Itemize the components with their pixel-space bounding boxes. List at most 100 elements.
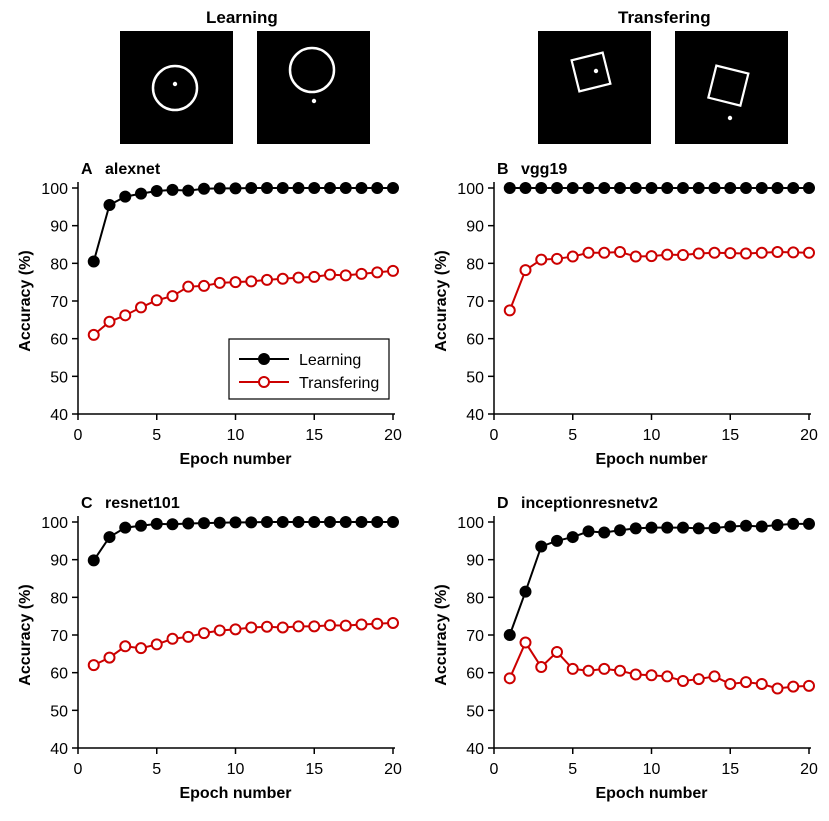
panel-b-learning-point	[566, 182, 579, 194]
panel-b-transfering-point	[582, 246, 595, 259]
panel-a-learning-point	[292, 182, 305, 194]
panel-d-transfering-point	[598, 662, 611, 675]
panel-b-transfering-point	[740, 247, 752, 260]
panel-d-transfering-point	[740, 676, 752, 689]
panel-d-transfering-point	[566, 662, 579, 675]
panel-c-letter: C	[81, 495, 93, 512]
panel-a-learning-point	[103, 198, 116, 211]
panel-b-x-tick-label: 5	[568, 427, 577, 444]
panel-a-learning-point	[308, 182, 321, 194]
panel-a-learning-point	[371, 182, 384, 194]
panel-c-transfering-point	[308, 620, 321, 633]
panel-a-learning-point	[245, 182, 258, 194]
panel-c-learning-point	[261, 516, 273, 528]
panel-c-y-tick-label: 80	[50, 590, 68, 607]
panel-b-learning-point	[708, 182, 721, 194]
panel-b-y-tick-label: 80	[466, 256, 484, 273]
panel-c-transfering-point	[135, 642, 147, 655]
panel-b-learning-point	[787, 182, 800, 194]
panel-b-transfering-point	[614, 246, 626, 259]
panel-b-transfering-point	[724, 247, 737, 260]
panel-b-learning-point	[803, 182, 815, 194]
panel-d-learning-point	[803, 517, 815, 530]
panel-d-learning-point	[724, 520, 737, 533]
panel-d-transfering-point	[582, 664, 595, 677]
panel-d-y-tick-label: 60	[466, 666, 484, 683]
panel-a-learning-point	[355, 182, 368, 194]
panel-d-transfering-point	[551, 645, 563, 658]
panel-a-learning-point	[166, 183, 179, 196]
panel-a-learning-point	[324, 182, 336, 194]
panel-b-y-tick-label: 70	[466, 294, 484, 311]
panel-c-learning-point	[229, 516, 242, 529]
panel-c-learning-point	[213, 516, 226, 529]
panel-d-learning-point	[598, 526, 611, 539]
panel-a-x-tick-label: 5	[152, 427, 161, 444]
panel-d-transfering-point	[614, 664, 626, 677]
panel-c-learning-point	[182, 517, 195, 530]
panel-c-y-tick-label: 40	[50, 741, 68, 758]
panel-d-learning-point	[677, 521, 689, 534]
learning-stimulus-2	[257, 31, 370, 144]
panel-a-learning-point	[119, 190, 132, 203]
panel-c-y-tick-label: 100	[41, 515, 68, 532]
panel-b-learning-point	[629, 182, 642, 194]
panel-d-learning-point	[645, 521, 658, 534]
panel-c-learning-point	[103, 531, 116, 544]
panel-b-x-axis-title: Epoch number	[595, 451, 707, 468]
legend-transfering-label: Transfering	[299, 375, 379, 392]
panel-c-learning-point	[150, 517, 163, 530]
panel-a-letter: A	[81, 161, 93, 178]
panel-b-y-axis-title: Accuracy (%)	[433, 250, 450, 351]
panel-d-x-tick-label: 10	[643, 761, 661, 778]
panel-b-learning-point	[535, 182, 548, 194]
panel-b-y-tick-label: 100	[457, 181, 484, 198]
panel-b-transfering-point	[787, 246, 800, 259]
panel-a-x-axis-title: Epoch number	[179, 451, 291, 468]
panel-d-transfering-point	[708, 670, 721, 683]
panel-d-x-tick-label: 0	[490, 761, 499, 778]
panel-d-transfering-point	[535, 661, 548, 674]
panel-d-learning-point	[740, 519, 752, 532]
panel-b-learning-point	[677, 182, 689, 194]
legend-transfering-marker	[258, 376, 270, 388]
panel-c-transfering-point	[355, 618, 368, 631]
panel-b-transfering-point	[519, 264, 532, 277]
panel-a-transfering-point	[276, 272, 289, 285]
panel-d-transfering-point	[677, 674, 689, 687]
panel-d-transfering-point	[771, 682, 784, 695]
panel-a-transfering-point	[292, 271, 305, 284]
panel-a-transfering-point	[135, 301, 147, 314]
panel-c-y-tick-label: 70	[50, 628, 68, 645]
panel-b-learning-point	[740, 182, 752, 194]
panel-a-transfering-point	[245, 275, 258, 288]
panel-c-learning-point	[355, 516, 368, 528]
panel-d-learning-point	[771, 519, 784, 532]
circle-dot-inside-icon	[151, 64, 199, 112]
panel-c-learning-point	[308, 516, 321, 528]
panel-d-transfering-point	[645, 669, 658, 682]
panel-a-learning-point	[213, 182, 226, 195]
panel-c-transfering-point	[119, 640, 132, 653]
panel-d-learning-point	[535, 540, 548, 553]
panel-d-letter: D	[497, 495, 509, 512]
panel-b-learning-point	[692, 182, 705, 194]
panel-d-transfering-point	[629, 668, 642, 681]
panel-a-transfering-point	[324, 268, 336, 281]
panel-b-x-tick-label: 20	[800, 427, 818, 444]
panel-a-learning-point	[198, 182, 210, 195]
panel-d-transfering-point	[661, 670, 674, 683]
panel-d-learning-point	[755, 520, 768, 533]
panel-a-learning-point	[339, 182, 352, 194]
panel-b-learning-point	[645, 182, 658, 194]
panel-c-x-tick-label: 20	[384, 761, 402, 778]
panel-b-letter: B	[497, 161, 509, 178]
panel-a-transfering-point	[119, 309, 132, 322]
panel-a-learning-point	[150, 185, 163, 198]
panel-d-learning-point	[708, 522, 721, 535]
panel-b-transfering-point	[535, 253, 548, 266]
panel-b-transfering-point	[566, 250, 579, 263]
panel-b-title: vgg19	[521, 161, 567, 178]
panel-a-y-tick-label: 50	[50, 369, 68, 386]
